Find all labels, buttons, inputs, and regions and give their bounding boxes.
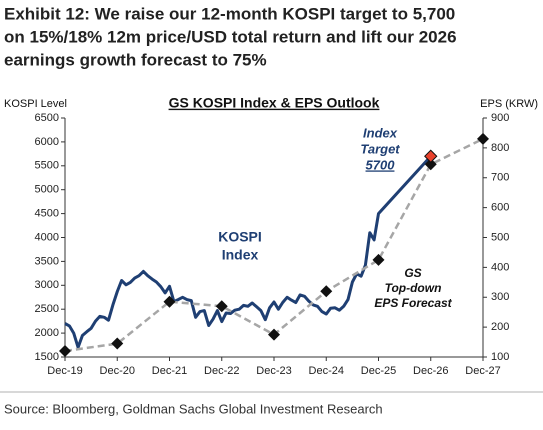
x-tick-label: Dec-24	[309, 365, 344, 377]
annotation: EPS Forecast	[374, 296, 452, 310]
series-line	[64, 155, 432, 349]
y-tick-label: 1500	[35, 351, 59, 363]
y2-tick-label: 400	[491, 261, 509, 273]
y2-tick-label: 200	[491, 321, 509, 333]
y-tick-label: 4000	[35, 231, 59, 243]
y-tick-label: 6500	[35, 112, 59, 124]
x-tick-label: Dec-22	[204, 365, 239, 377]
y2-tick-label: 900	[491, 112, 509, 124]
eps-marker	[320, 285, 333, 298]
title-line: Exhibit 12: We raise our 12-month KOSPI …	[4, 4, 455, 23]
title-line: earnings growth forecast to 75%	[4, 50, 267, 69]
eps-marker	[372, 253, 385, 266]
eps-marker	[111, 337, 124, 350]
source: Source: Bloomberg, Goldman Sachs Global …	[4, 401, 383, 416]
y-axis-label: KOSPI Level	[4, 98, 67, 110]
x-tick-label: Dec-19	[47, 365, 82, 377]
series-line	[64, 137, 484, 353]
eps-marker	[424, 158, 437, 171]
annotation: 5700	[366, 157, 396, 172]
y-tick-label: 3000	[35, 279, 59, 291]
y2-tick-label: 800	[491, 142, 509, 154]
x-tick-label: Dec-26	[413, 365, 448, 377]
x-tick-label: Dec-20	[100, 365, 135, 377]
y-tick-label: 4500	[35, 208, 59, 220]
y2-tick-label: 700	[491, 172, 509, 184]
title-line: on 15%/18% 12m price/USD total return an…	[4, 27, 457, 46]
y2-tick-label: 500	[491, 231, 509, 243]
target-marker	[424, 149, 438, 163]
x-tick-label: Dec-25	[361, 365, 396, 377]
y-tick-label: 6000	[35, 136, 59, 148]
y-tick-label: 2500	[35, 303, 59, 315]
annotation: Target	[360, 141, 400, 156]
y-tick-label: 3500	[35, 255, 59, 267]
x-tick-label: Dec-23	[256, 365, 291, 377]
y2-axis-label: EPS (KRW)	[480, 98, 538, 110]
y2-tick-label: 600	[491, 202, 509, 214]
annotation: KOSPI	[218, 229, 262, 245]
y-tick-label: 2000	[35, 327, 59, 339]
annotation: GS	[404, 266, 421, 280]
annotation: Index	[363, 125, 398, 140]
y2-tick-label: 300	[491, 291, 509, 303]
x-tick-label: Dec-27	[465, 365, 500, 377]
chart-title: GS KOSPI Index & EPS Outlook	[169, 95, 380, 111]
annotation: Top-down	[385, 281, 442, 295]
eps-marker	[477, 132, 489, 145]
annotation: Index	[222, 247, 259, 263]
y-tick-label: 5000	[35, 184, 59, 196]
eps-marker	[215, 300, 228, 313]
y-tick-label: 5500	[35, 160, 59, 172]
eps-marker	[163, 295, 176, 308]
eps-marker	[59, 345, 71, 358]
x-tick-label: Dec-21	[152, 365, 187, 377]
eps-marker	[268, 328, 280, 341]
y2-tick-label: 100	[491, 351, 509, 363]
